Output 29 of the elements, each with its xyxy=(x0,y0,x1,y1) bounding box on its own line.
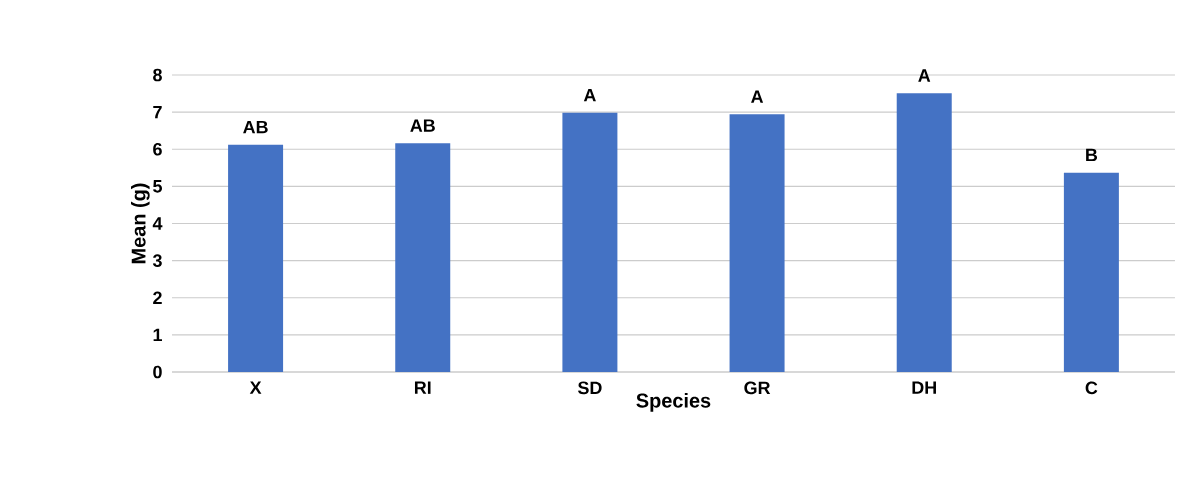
bar xyxy=(1063,172,1119,372)
annotation: A xyxy=(918,69,931,82)
bar xyxy=(562,112,618,372)
y-tick-label: 5 xyxy=(153,180,162,193)
bar xyxy=(395,143,451,372)
y-tick-label: 6 xyxy=(153,142,162,156)
bar xyxy=(228,144,284,372)
annotation: A xyxy=(751,90,764,103)
bar xyxy=(896,93,952,372)
y-tick-label: 2 xyxy=(153,291,162,305)
x-tick-label: C xyxy=(1085,381,1098,395)
y-axis-title: Mean (g) xyxy=(131,183,150,264)
y-tick-label: 8 xyxy=(153,68,162,82)
y-tick-label: 7 xyxy=(153,105,162,119)
bar xyxy=(729,114,785,372)
annotation: B xyxy=(1086,148,1098,162)
x-axis-title: Species xyxy=(636,393,711,412)
y-tick-label: 0 xyxy=(153,365,162,379)
y-tick-label: 4 xyxy=(152,217,163,230)
x-tick-label: DH xyxy=(912,381,936,394)
x-tick-label: GR xyxy=(744,381,771,395)
y-tick-label: 1 xyxy=(153,328,162,342)
x-tick-label: RI xyxy=(414,381,431,394)
annotation: AB xyxy=(410,119,435,132)
x-tick-label: X xyxy=(249,381,262,394)
annotation: A xyxy=(583,89,596,102)
y-tick-label: 3 xyxy=(152,254,162,267)
x-tick-label: SD xyxy=(577,381,602,395)
annotation: AB xyxy=(243,120,268,134)
